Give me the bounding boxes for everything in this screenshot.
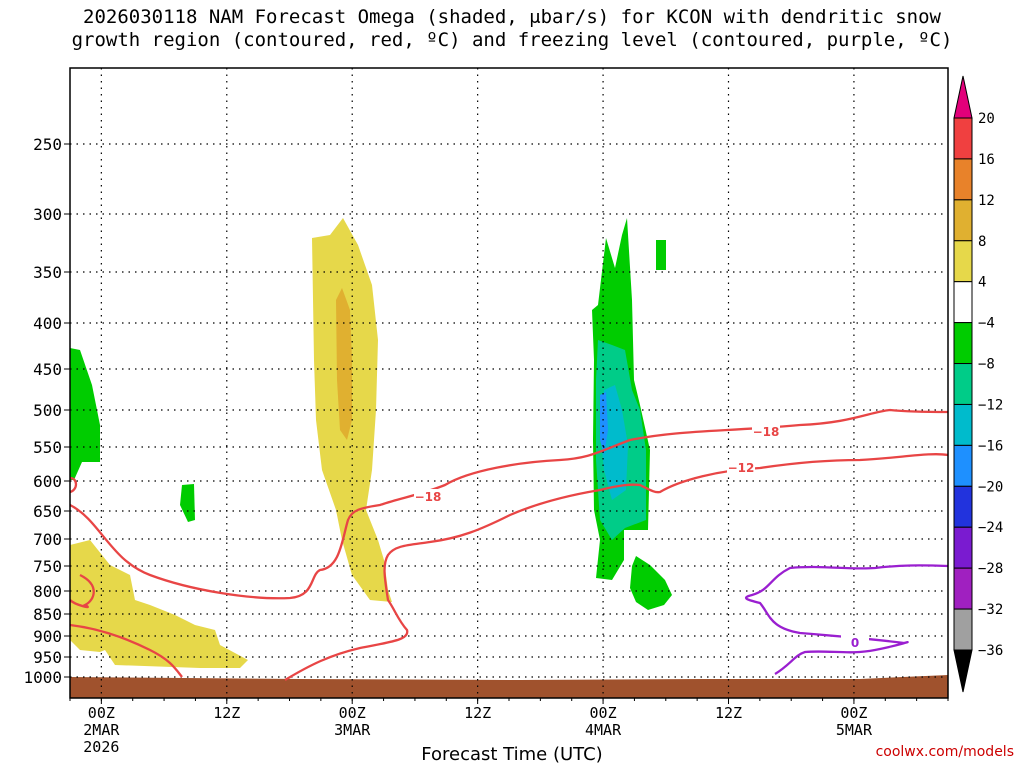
grid-layer [70,68,948,698]
y-tick-label-400: 400 [33,314,62,333]
colorbar-swatch-8 [953,403,973,446]
colorbar-bottom-arrow [953,649,973,693]
y-tick-label-350: 350 [33,263,62,282]
y-tick-label-300: 300 [33,205,62,224]
x-tick-label-48-2: 4MAR [585,721,622,739]
y-tick-label-600: 600 [33,472,62,491]
contour-dgz-4 [69,623,183,678]
colorbar-swatch-5 [953,281,973,324]
y-tick-label-800: 800 [33,582,62,601]
omega-region-9 [600,392,608,455]
x-tick-label-0-1: 00Z [88,704,115,722]
contour-dgz-2 [69,573,95,609]
y-tick-label-950: 950 [33,648,62,667]
omega-region-3 [336,288,352,440]
colorbar-top-arrow [953,75,973,119]
contour-label-layer: −18 −18 −12 0 [414,424,869,650]
colorbar-label-6: −4 [978,316,995,332]
y-tick-label-550: 550 [33,438,62,457]
y-tick-label-1000: 1000 [23,668,62,687]
omega-region-10 [656,240,666,270]
x-tick-label-24-2: 3MAR [334,721,371,739]
credit-text: coolwx.com/models [875,744,1014,760]
y-tick-label-900: 900 [33,627,62,646]
contour-label-2: −18 [753,425,780,439]
omega-region-1 [70,540,248,668]
colorbar-swatch-12 [953,567,973,610]
colorbar-label-11: −24 [978,520,1003,536]
x-tick-label-12-1: 12Z [213,704,240,722]
x-tick-label-0-2: 2MAR [83,721,120,739]
colorbar-swatch-9 [953,444,973,487]
contour-dgz-3 [69,476,78,494]
omega-region-11 [630,556,672,610]
x-tick-label-24-1: 00Z [339,704,366,722]
colorbar-swatch-6 [953,322,973,365]
contour-label-4: 0 [851,636,859,650]
ground-surface [70,675,948,698]
chart-title-line2: growth region (contoured, red, ºC) and f… [71,29,953,51]
contour-label-bg-4 [841,635,869,649]
x-tick-label-0-3: 2026 [83,738,119,756]
colorbar-label-13: −32 [978,602,1003,618]
colorbar-label-3: 12 [978,193,995,209]
colorbar-swatch-2 [953,158,973,201]
plot-frame [69,67,949,699]
colorbar-label-12: −28 [978,561,1003,577]
chart-title-line1: 2026030118 NAM Forecast Omega (shaded, μ… [83,6,941,28]
colorbar-label-4: 8 [978,234,986,250]
contour-label-3: −12 [728,461,755,475]
colorbar-swatch-13 [953,608,973,651]
colorbar-label-2: 16 [978,152,995,168]
colorbar-label-8: −12 [978,397,1003,413]
colorbar-label-7: −8 [978,357,995,373]
colorbar-swatch-11 [953,526,973,569]
x-tick-label-60-1: 12Z [715,704,742,722]
y-tick-label-250: 250 [33,135,62,154]
y-tick-label-750: 750 [33,557,62,576]
colorbar-swatch-7 [953,363,973,405]
omega-shading-layer [70,218,672,668]
contour-dgz-1 [69,408,949,600]
x-tick-label-72-1: 00Z [840,704,867,722]
y-tick-label-500: 500 [33,401,62,420]
colorbar-label-9: −16 [978,438,1003,454]
contour-label-1: −18 [415,490,442,504]
y-tick-label-450: 450 [33,360,62,379]
y-tick-label-650: 650 [33,502,62,521]
ground-layer [70,675,948,698]
colorbar-swatch-10 [953,485,973,528]
omega-region-4 [70,348,100,480]
x-tick-label-48-1: 00Z [590,704,617,722]
colorbar-label-14: −36 [978,643,1003,659]
contour-freezing-6 [744,564,949,675]
chart-title: 2026030118 NAM Forecast Omega (shaded, μ… [0,6,1024,52]
y-tick-label-700: 700 [33,530,62,549]
contour-label-bg-1 [414,489,442,503]
contour-label-bg-2 [752,424,780,438]
colorbar-swatch-1 [953,117,973,160]
omega-region-5 [180,484,195,522]
colorbar-swatch-3 [953,199,973,242]
colorbar: 20 16 12 8 4 −4 −8 −12 −16 −20 −24 −28 −32 −36 [953,75,1003,693]
y-tick-label-850: 850 [33,605,62,624]
x-axis-title: Forecast Time (UTC) [421,744,603,765]
contour-dgz-5 [284,453,949,681]
y-axis: 250 300 350 400 450 500 550 600 650 700 750 800 850 9… [23,135,70,687]
colorbar-swatch-4 [953,240,973,283]
x-tick-label-72-2: 5MAR [836,721,873,739]
colorbar-label-10: −20 [978,479,1003,495]
colorbar-label-5: 4 [978,275,986,291]
colorbar-label-1: 20 [978,111,995,127]
contour-label-bg-3 [727,460,755,474]
x-tick-label-36-1: 12Z [464,704,491,722]
